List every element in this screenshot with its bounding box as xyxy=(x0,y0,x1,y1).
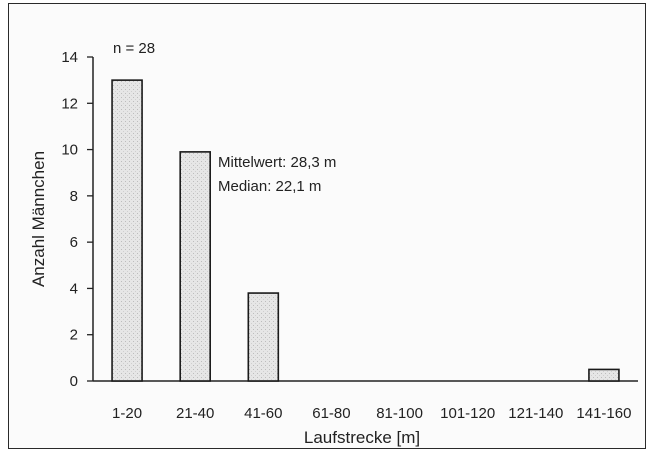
bar-21-40 xyxy=(179,151,211,382)
y-tick-label: 4 xyxy=(70,280,78,297)
y-axis-title: Anzahl Männchen xyxy=(29,151,48,287)
y-tick-label: 14 xyxy=(61,49,78,66)
y-tick-label: 8 xyxy=(70,188,78,205)
y-axis-ticks: 0 2 4 6 8 10 12 14 xyxy=(61,49,93,390)
x-axis-title: Laufstrecke [m] xyxy=(304,428,420,447)
mean-annotation: Mittelwert: 28,3 m xyxy=(218,154,336,171)
bar-141-160 xyxy=(588,368,620,382)
y-tick-label: 2 xyxy=(70,327,78,344)
median-annotation: Median: 22,1 m xyxy=(218,178,321,195)
x-tick-label: 21-40 xyxy=(176,405,214,422)
x-tick-label: 1-20 xyxy=(112,405,142,422)
sample-size-annotation: n = 28 xyxy=(113,40,155,57)
x-tick-label: 41-60 xyxy=(244,405,282,422)
y-tick-label: 6 xyxy=(70,234,78,251)
y-tick-label: 12 xyxy=(61,95,78,112)
y-tick-label: 0 xyxy=(70,373,78,390)
x-tick-label: 141-160 xyxy=(576,405,631,422)
x-axis-tick-labels: 1-20 21-40 41-60 61-80 81-100 101-120 121-140 1… xyxy=(112,405,631,422)
x-tick-label: 61-80 xyxy=(312,405,350,422)
bar-41-60 xyxy=(247,292,280,382)
x-tick-label: 121-140 xyxy=(508,405,563,422)
x-tick-label: 101-120 xyxy=(440,405,495,422)
y-tick-label: 10 xyxy=(61,142,78,159)
x-tick-label: 81-100 xyxy=(376,405,423,422)
bars xyxy=(111,79,620,382)
bar-1-20 xyxy=(111,79,143,382)
